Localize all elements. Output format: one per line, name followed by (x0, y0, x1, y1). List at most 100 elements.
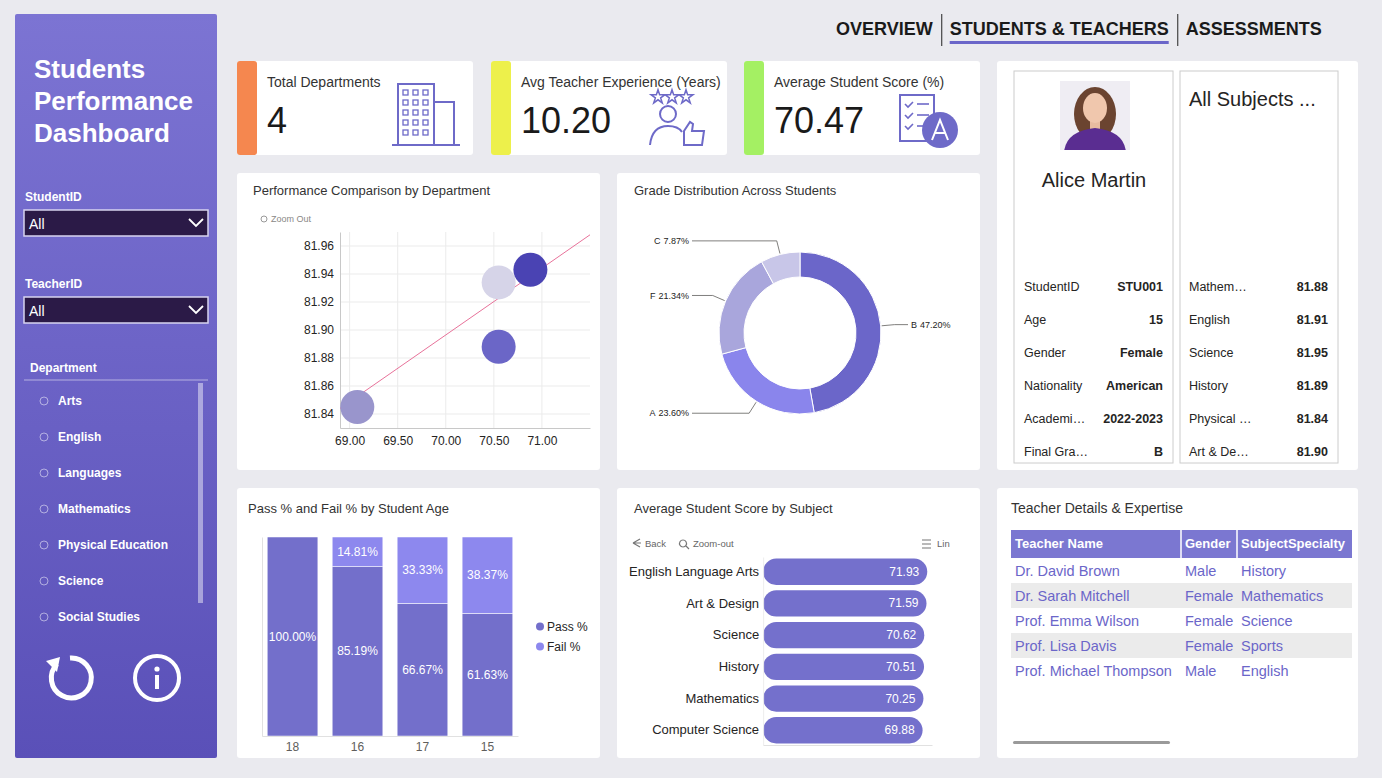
toolbar-button[interactable]: Back (633, 538, 666, 549)
dashboard-title: StudentsPerformanceDashboard (34, 54, 193, 148)
toolbar-button[interactable]: Zoom Out (261, 214, 312, 224)
field-value: 2022-2023 (1103, 412, 1163, 426)
grid (340, 232, 590, 428)
field-label: StudentID (1024, 280, 1080, 294)
bubble (482, 330, 516, 364)
slicer-item[interactable]: Mathematics (40, 502, 131, 516)
slicer-item-label[interactable]: Physical Education (58, 538, 168, 552)
slicer-title: Department (30, 361, 97, 375)
info-dot[interactable] (154, 666, 159, 671)
chart-title: Performance Comparison by Department (253, 183, 490, 198)
toolbar-label[interactable]: Zoom-out (693, 538, 734, 549)
tab[interactable]: ASSESSMENTS (1186, 19, 1322, 39)
filter-dropdown[interactable]: TeacherIDAll (24, 277, 208, 323)
toolbar-icon[interactable] (680, 540, 689, 549)
subject-value: 81.88 (1297, 280, 1328, 294)
navigation-tabs: OVERVIEW STUDENTS & TEACHERS ASSESSMENTS (836, 14, 1322, 46)
dropdown-box[interactable] (24, 297, 208, 323)
slicer-radio[interactable] (40, 577, 48, 585)
reset-arrowhead[interactable] (46, 657, 60, 672)
sidebar-background (15, 14, 217, 758)
slicer-item-label[interactable]: English (58, 430, 101, 444)
slicer-radio[interactable] (40, 505, 48, 513)
table-cell: Prof. Emma Wilson (1015, 613, 1139, 629)
tab[interactable]: OVERVIEW (836, 19, 933, 39)
tab[interactable]: STUDENTS & TEACHERS (950, 19, 1169, 39)
slicer-radio[interactable] (40, 469, 48, 477)
info-stem[interactable] (155, 675, 159, 689)
y-tick-label: 81.94 (304, 267, 334, 281)
slicer-item[interactable]: Languages (40, 466, 122, 480)
dropdown-box[interactable] (24, 210, 208, 236)
y-axis (262, 538, 263, 737)
tab-separator (1177, 14, 1178, 46)
table-cell: Female (1185, 588, 1233, 604)
data-label: 100.00% (269, 630, 317, 644)
slice (800, 252, 881, 413)
active-tab-underline (950, 41, 1169, 44)
slicer-radio[interactable] (40, 613, 48, 621)
slicer-item[interactable]: Physical Education (40, 538, 168, 552)
info-button[interactable] (135, 656, 179, 700)
slicer-item[interactable]: Science (40, 574, 104, 588)
toolbar-icon[interactable] (922, 540, 931, 548)
slicer-item-label[interactable]: Science (58, 574, 104, 588)
field-label: Age (1024, 313, 1046, 327)
icon-part (905, 102, 913, 107)
icon-part (917, 103, 929, 105)
toolbar-button[interactable]: Lin (922, 538, 950, 549)
slicer-item[interactable]: English (40, 430, 101, 444)
icon-part (679, 90, 693, 103)
y-tick: Science (713, 627, 763, 642)
toolbar-icon[interactable] (261, 216, 267, 222)
legend-swatch (536, 623, 544, 631)
dropdown-chevron[interactable] (189, 306, 203, 313)
y-axis: English Language ArtsArt & DesignScience… (629, 558, 764, 746)
y-tick-label: Computer Science (652, 722, 759, 737)
dropdown-chevron[interactable] (189, 219, 203, 226)
slicer-item-label[interactable]: Social Studies (58, 610, 140, 624)
toolbar-icon[interactable] (633, 539, 641, 547)
table-row-bg (1011, 583, 1352, 608)
column-separator (1180, 530, 1182, 558)
info-ring[interactable] (135, 656, 179, 700)
slicer-item-label[interactable]: Languages (58, 466, 122, 480)
x-tick: 71.00 (527, 428, 557, 448)
icon-part (413, 100, 418, 105)
subject-label: Physical … (1189, 412, 1252, 426)
toolbar-label[interactable]: Lin (937, 538, 950, 549)
kpi-icon (900, 95, 958, 148)
slicer-radio[interactable] (40, 541, 48, 549)
slicer-radio[interactable] (40, 397, 48, 405)
filter-dropdown[interactable]: StudentIDAll (24, 190, 208, 236)
icon-part (423, 90, 428, 95)
toolbar-button[interactable]: Zoom-out (680, 538, 735, 549)
table-row-bg (1011, 633, 1352, 658)
table-cell: Science (1241, 613, 1293, 629)
icon-part (423, 130, 428, 135)
horizontal-bar-chart: Average Student Score by SubjectBackZoom… (629, 501, 950, 746)
grid-line (340, 358, 590, 359)
toolbar-label[interactable]: Zoom Out (271, 214, 312, 224)
slicer-item[interactable]: Arts (40, 394, 82, 408)
icon-part (423, 120, 428, 125)
icon-part (413, 120, 418, 125)
y-tick: 81.94 (304, 267, 340, 281)
slices (719, 252, 881, 414)
slicer-item-label[interactable]: Arts (58, 394, 82, 408)
column-separator (1236, 530, 1238, 558)
reset-button[interactable] (46, 657, 91, 698)
x-axis-line (263, 736, 519, 737)
slicer-radio[interactable] (40, 433, 48, 441)
plot-area (340, 235, 590, 424)
chart-panel (237, 173, 600, 470)
label-category: A (649, 408, 655, 418)
slicer-item[interactable]: Social Studies (40, 610, 140, 624)
bar-segment (332, 537, 383, 566)
kpi-value: 4 (267, 100, 287, 141)
x-tick-label: 70.50 (479, 434, 509, 448)
icon-part (423, 100, 428, 105)
toolbar-label[interactable]: Back (645, 538, 666, 549)
slicer-item-label[interactable]: Mathematics (58, 502, 131, 516)
icon-part (651, 90, 665, 103)
